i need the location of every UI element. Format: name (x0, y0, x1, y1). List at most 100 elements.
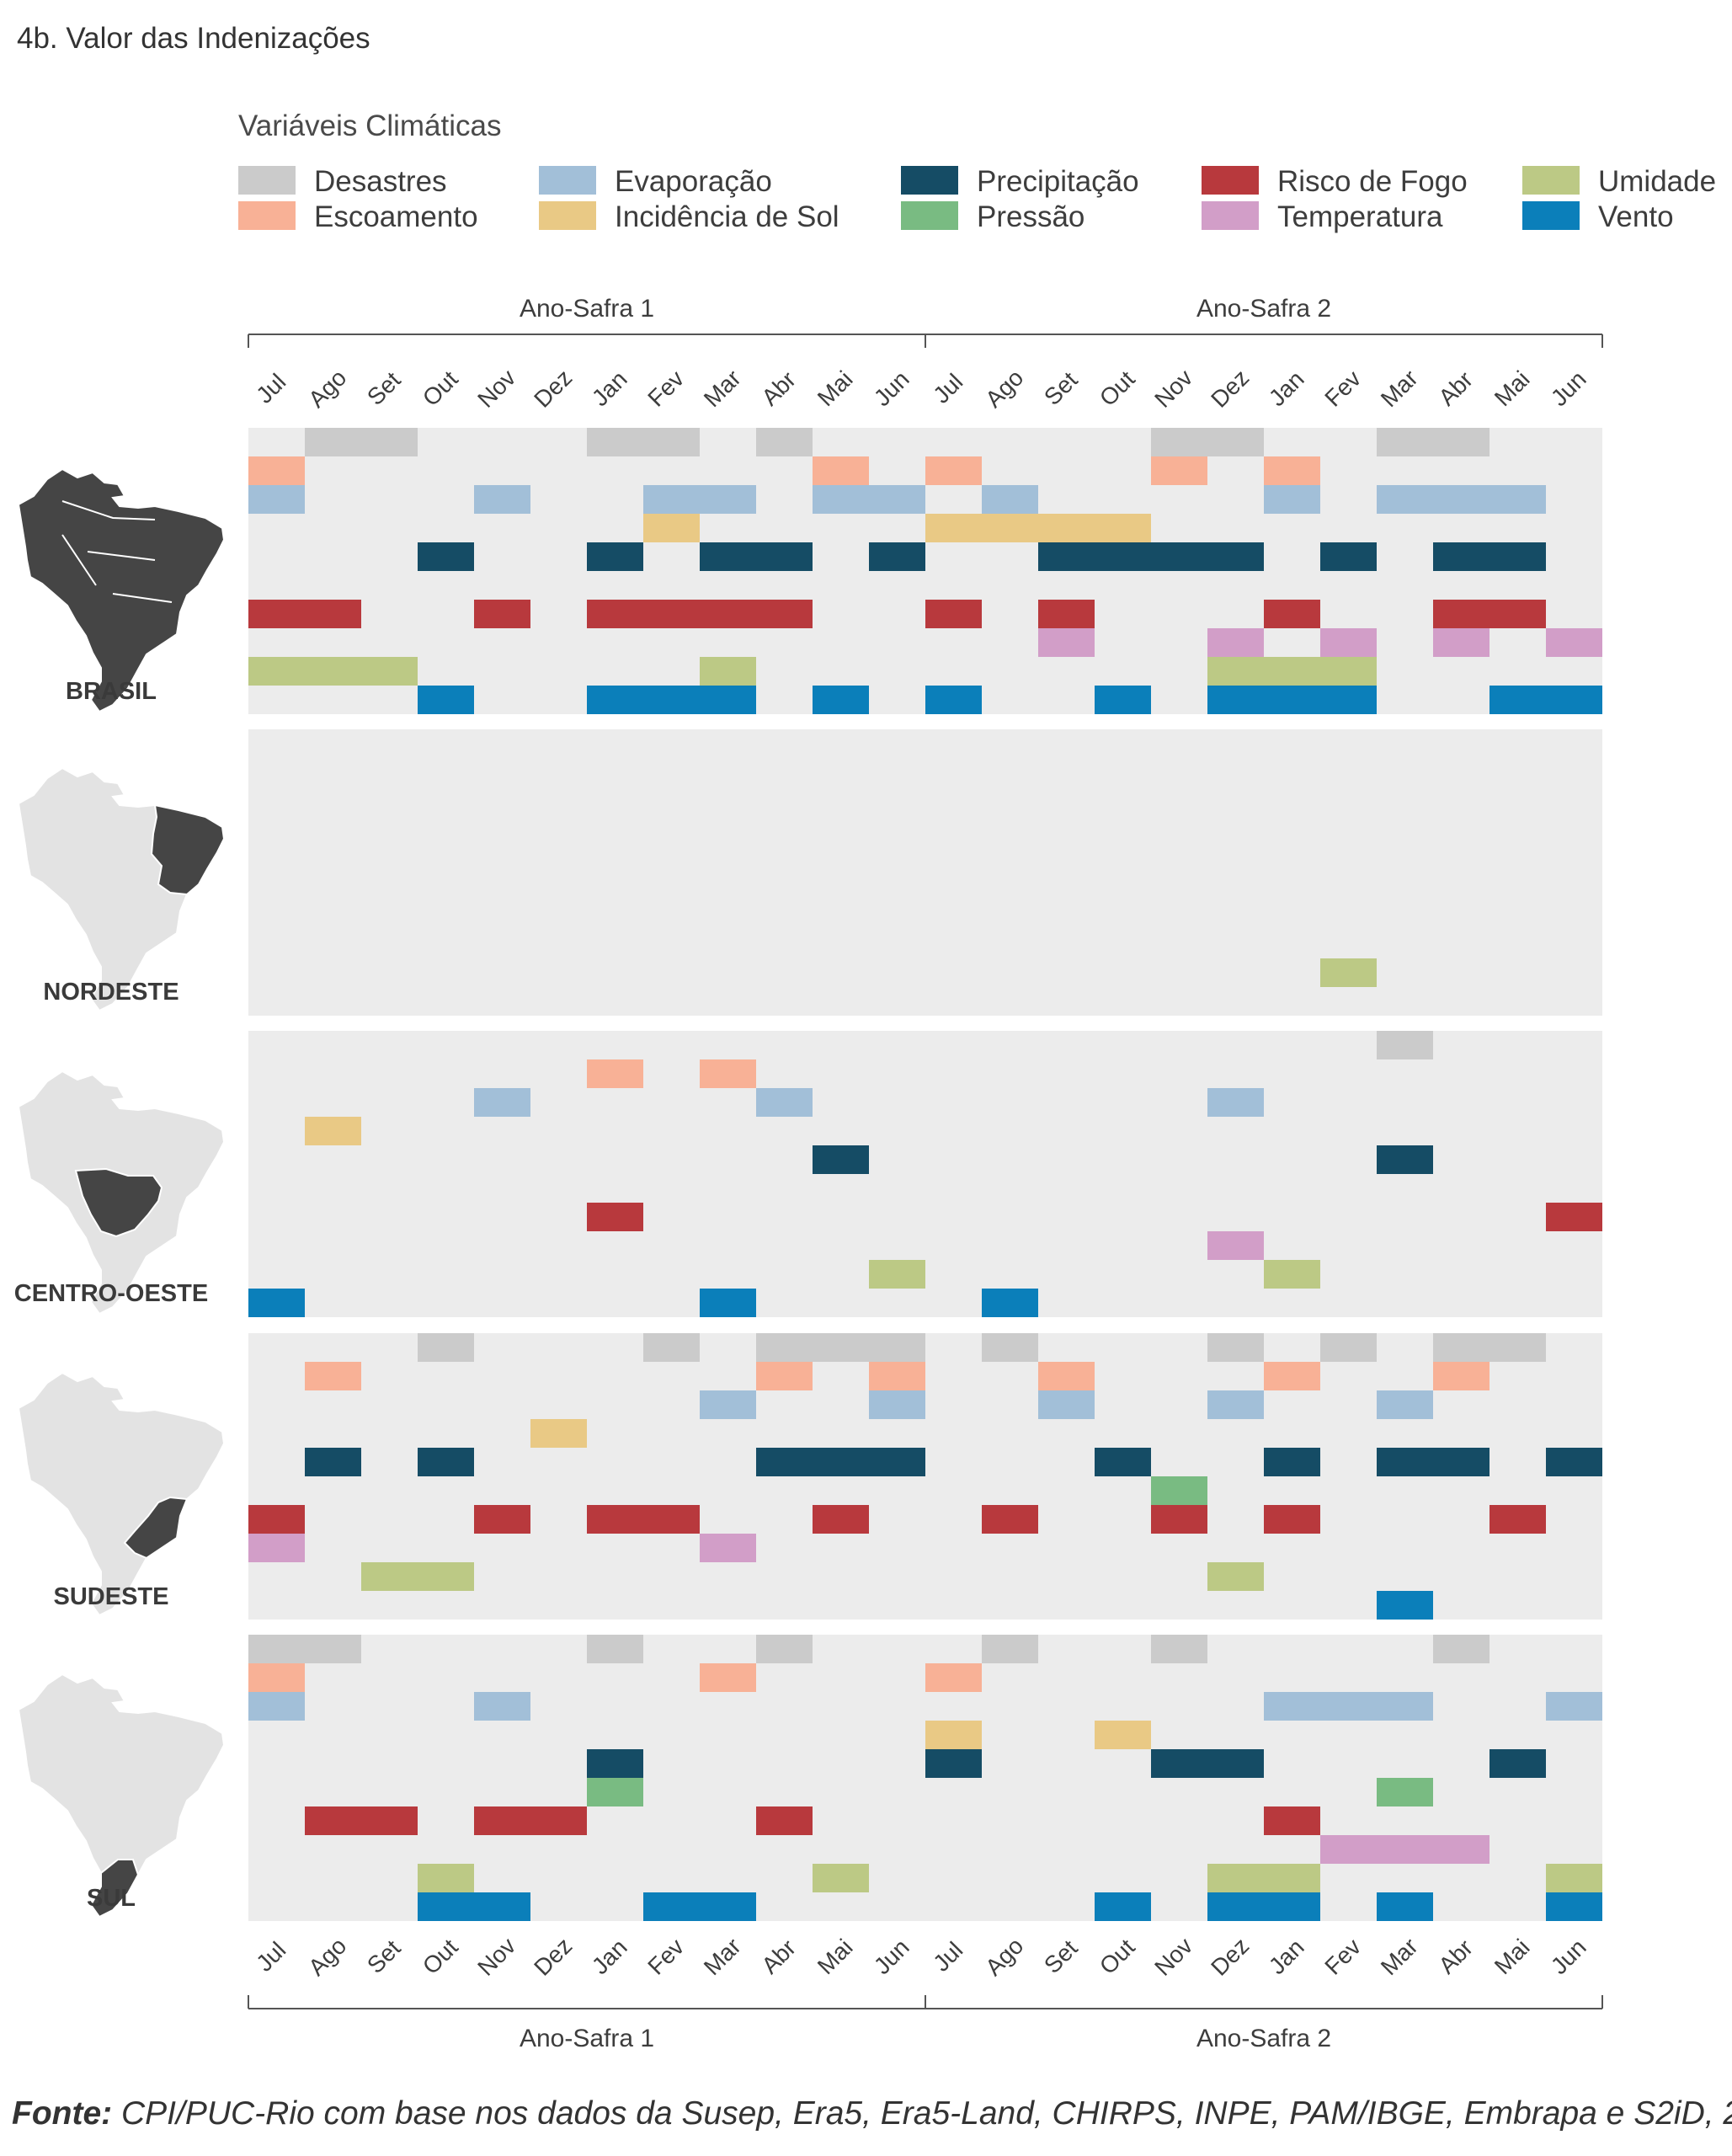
brazil-map-shape (17, 1371, 226, 1617)
legend-swatch (901, 166, 958, 195)
month-tick-label: Jan (1264, 1934, 1309, 1979)
heatmap-cell (1490, 1333, 1546, 1362)
heatmap-cell (1546, 1864, 1602, 1892)
map-nordeste (17, 766, 226, 1012)
highlighted-region (89, 1859, 140, 1919)
legend-label: Risco de Fogo (1277, 165, 1468, 198)
month-tick-label: Ago (303, 365, 351, 413)
heatmap-cell (982, 1505, 1038, 1534)
brazil-map-shape (17, 1673, 226, 1919)
heatmap-cell (1546, 1448, 1602, 1476)
month-tick-label: Jul (928, 1937, 967, 1977)
heatmap-cell (869, 1362, 925, 1390)
heatmap-cell (305, 428, 361, 456)
heatmap-cell (756, 1806, 813, 1835)
month-tick-label: Out (418, 1934, 463, 1979)
month-tick-label: Fev (642, 1934, 689, 1980)
heatmap-cell (587, 1059, 643, 1088)
heatmap-cell (305, 1362, 361, 1390)
legend-label: Precipitação (977, 165, 1139, 198)
heatmap-cell (361, 1806, 418, 1835)
month-tick-label: Nov (1149, 1933, 1197, 1981)
heatmap-cell (1151, 1476, 1207, 1505)
heatmap-cell (1207, 1231, 1264, 1260)
panel-sul (248, 1635, 1602, 1921)
legend-label: Evaporação (615, 165, 772, 198)
month-tick-label: Fev (642, 366, 689, 412)
heatmap-cell (305, 1806, 361, 1835)
heatmap-cell (1264, 1362, 1320, 1390)
heatmap-cell (700, 600, 756, 628)
legend-label: Incidência de Sol (615, 200, 839, 233)
heatmap-cell (813, 1333, 869, 1362)
legend-swatch (238, 201, 296, 230)
heatmap-cell (700, 485, 756, 514)
month-tick-label: Ago (303, 1933, 351, 1981)
panel-sudeste (248, 1333, 1602, 1620)
heatmap-cell (1151, 1505, 1207, 1534)
heatmap-cell (1095, 514, 1151, 542)
heatmap-cell (700, 657, 756, 686)
heatmap-cell (1264, 1892, 1320, 1921)
month-tick-label: Nov (472, 365, 520, 413)
heatmap-cell (1546, 1203, 1602, 1231)
heatmap-cell (305, 600, 361, 628)
heatmap-cell (1038, 628, 1095, 657)
heatmap-cell (1377, 1448, 1433, 1476)
heatmap-cell (418, 1864, 474, 1892)
heatmap-cell (756, 1448, 813, 1476)
legend-swatch (1522, 166, 1580, 195)
heatmap-cell (361, 657, 418, 686)
heatmap-cell (1433, 1362, 1490, 1390)
heatmap-cell (1207, 657, 1264, 686)
month-tick-label: Mai (813, 366, 858, 411)
heatmap-cell (700, 1289, 756, 1317)
month-tick-label: Nov (472, 1933, 520, 1981)
heatmap-cell (813, 485, 869, 514)
month-tick-label: Jan (587, 1934, 632, 1979)
month-tick-label: Out (418, 366, 463, 411)
legend-label: Escoamento (314, 200, 478, 233)
month-tick-label: Mai (813, 1934, 858, 1979)
heatmap-cell (925, 600, 982, 628)
month-tick-label: Nov (1149, 365, 1197, 413)
heatmap-cell (869, 1448, 925, 1476)
heatmap-cell (1377, 1778, 1433, 1806)
heatmap-cell (982, 1289, 1038, 1317)
month-tick-label: Jun (1546, 1934, 1591, 1979)
heatmap-cell (1264, 600, 1320, 628)
heatmap-cell (1320, 542, 1377, 571)
heatmap-cell (643, 1505, 700, 1534)
heatmap-cell (248, 485, 305, 514)
heatmap-cell (925, 1749, 982, 1778)
month-tick-label: Abr (1433, 366, 1478, 411)
heatmap-cell (1433, 485, 1490, 514)
heatmap-cell (248, 600, 305, 628)
heatmap-cell (982, 485, 1038, 514)
month-tick-label: Set (1039, 366, 1083, 410)
heatmap-cell (587, 1505, 643, 1534)
heatmap-cell (1038, 1390, 1095, 1419)
month-tick-label: Jul (251, 1937, 290, 1977)
heatmap-cell (700, 686, 756, 714)
heatmap-cell (248, 456, 305, 485)
panel-nordeste (248, 729, 1602, 1016)
region-label: BRASIL (66, 678, 157, 705)
heatmap-cell (756, 1362, 813, 1390)
heatmap-cell (756, 428, 813, 456)
period-label: Ano-Safra 1 (520, 295, 654, 323)
heatmap-cell (1490, 542, 1546, 571)
month-tick-label: Ago (980, 365, 1028, 413)
heatmap-cell (1320, 628, 1377, 657)
heatmap-cell (982, 514, 1038, 542)
panel-centro-oeste (248, 1031, 1602, 1317)
month-tick-label: Fev (1319, 366, 1366, 412)
heatmap-cell (643, 686, 700, 714)
region-label: CENTRO-OESTE (14, 1280, 208, 1307)
heatmap-cell (305, 657, 361, 686)
heatmap-cell (869, 485, 925, 514)
heatmap-cell (982, 1333, 1038, 1362)
heatmap-cell (418, 1892, 474, 1921)
heatmap-cell (643, 428, 700, 456)
heatmap-cell (1320, 958, 1377, 987)
